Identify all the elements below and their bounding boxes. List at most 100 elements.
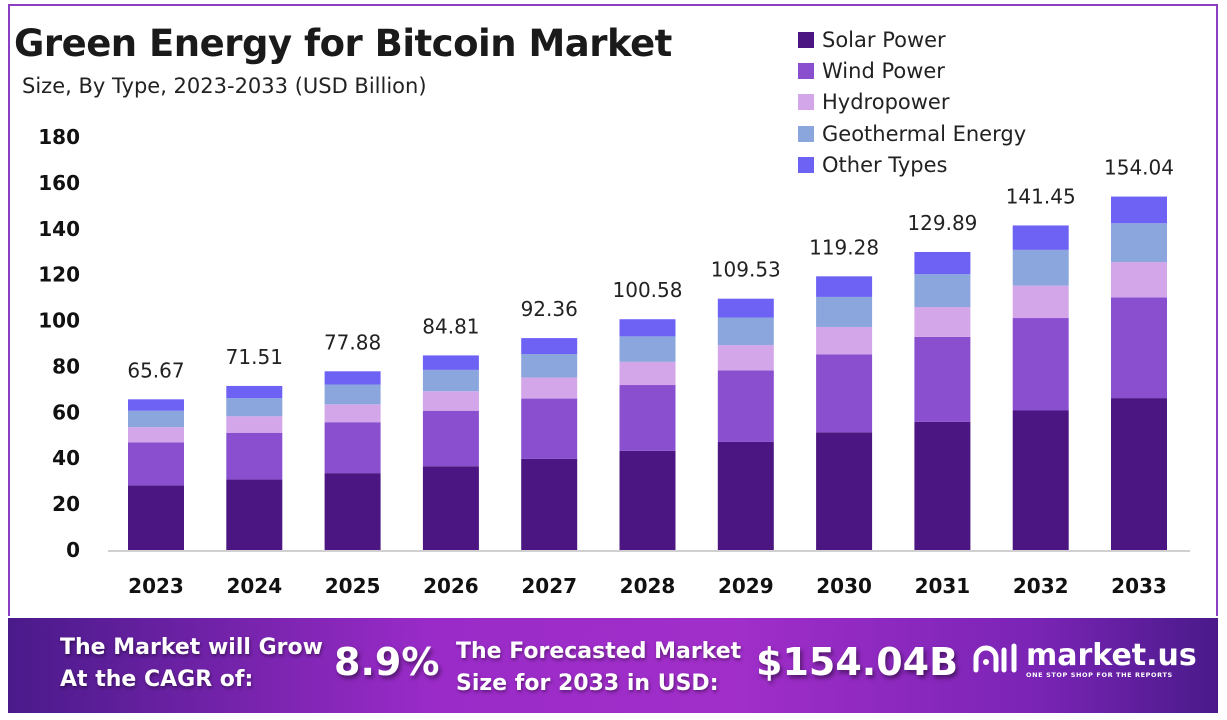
bar-segment: [1012, 249, 1069, 286]
x-tick-label: 2024: [226, 574, 282, 598]
bar-segment: [422, 466, 479, 550]
y-tick-label: 140: [38, 217, 80, 241]
total-label: 141.45: [1006, 184, 1076, 208]
cagr-label-line2: At the CAGR of:: [60, 667, 254, 692]
bar-segment: [324, 404, 381, 423]
forecast-label-line1: The Forecasted Market: [456, 639, 742, 664]
legend-swatch: [798, 62, 814, 79]
bar-segment: [128, 399, 184, 411]
x-tick-label: 2028: [620, 574, 676, 598]
bar-segment: [717, 370, 774, 442]
x-tick-label: 2023: [128, 574, 184, 598]
bar-segment: [1111, 398, 1167, 550]
bar-segment: [816, 354, 873, 433]
legend-item: Geothermal Energy: [798, 118, 1026, 149]
x-tick-label: 2029: [718, 574, 774, 598]
y-tick-label: 20: [52, 492, 80, 516]
legend-label: Solar Power: [822, 27, 946, 52]
bar-segment: [128, 485, 184, 550]
total-label: 84.81: [422, 314, 479, 338]
y-tick-label: 80: [52, 354, 80, 378]
total-label: 154.04: [1104, 156, 1174, 180]
bar-segment: [717, 317, 774, 346]
bar-segment: [226, 385, 283, 399]
bar-segment: [422, 369, 479, 392]
bar-segment: [226, 416, 283, 433]
y-tick-label: 120: [38, 263, 80, 287]
legend-label: Wind Power: [822, 58, 945, 83]
legend-item: Other Types: [798, 149, 1026, 180]
bar-segment: [521, 398, 578, 459]
bar-segment: [914, 274, 971, 308]
total-label: 92.36: [521, 297, 578, 321]
logo-text: market.us: [1026, 638, 1197, 673]
legend-item: Wind Power: [798, 55, 1026, 86]
bar-segment: [226, 479, 283, 550]
bar-segment: [914, 307, 971, 337]
bar-segment: [324, 384, 381, 405]
total-label: 65.67: [127, 358, 184, 382]
chart-frame: [8, 4, 1218, 616]
y-tick-label: 160: [38, 171, 80, 195]
y-tick-label: 100: [38, 309, 80, 333]
bar-segment: [1111, 196, 1167, 224]
forecast-value: $154.04B: [756, 640, 959, 684]
total-label: 77.88: [324, 330, 381, 354]
bar-segment: [128, 442, 184, 486]
legend-item: Solar Power: [798, 24, 1026, 55]
chart-subtitle: Size, By Type, 2023-2033 (USD Billion): [22, 74, 427, 98]
total-label: 129.89: [907, 211, 977, 235]
bar-segment: [1012, 285, 1069, 319]
bar-segment: [422, 391, 479, 411]
total-label: 71.51: [226, 345, 283, 369]
bar-segment: [717, 441, 774, 550]
total-label: 100.58: [613, 278, 683, 302]
bar-segment: [422, 410, 479, 467]
bar-segment: [422, 355, 479, 370]
total-label: 119.28: [809, 235, 879, 259]
bar-segment: [619, 385, 676, 451]
logo-tagline: ONE STOP SHOP FOR THE REPORTS: [1026, 671, 1173, 679]
bar-segment: [1012, 410, 1069, 550]
x-tick-label: 2031: [915, 574, 971, 598]
bar-segment: [1111, 223, 1167, 263]
cagr-label: The Market will Grow At the CAGR of:: [60, 632, 323, 696]
legend-swatch: [798, 31, 814, 48]
legend-swatch: [798, 156, 814, 173]
logo-icon: [973, 643, 1017, 673]
bar-segment: [521, 338, 578, 355]
x-tick-label: 2027: [521, 574, 577, 598]
x-tick-label: 2032: [1013, 574, 1069, 598]
bar-segment: [619, 450, 676, 550]
bar-segment: [1111, 262, 1167, 298]
bar-segment: [1012, 225, 1069, 250]
x-tick-label: 2033: [1111, 574, 1167, 598]
cagr-label-line1: The Market will Grow: [60, 635, 323, 660]
y-tick-label: 40: [52, 446, 80, 470]
bar-segment: [521, 354, 578, 378]
bar-segment: [521, 377, 578, 399]
legend-item: Hydropower: [798, 87, 1026, 118]
bar-segment: [914, 421, 971, 550]
market-us-logo: market.us ONE STOP SHOP FOR THE REPORTS: [970, 640, 1197, 680]
bar-segment: [324, 371, 381, 385]
bar-segment: [914, 251, 971, 275]
y-tick-label: 60: [52, 400, 80, 424]
bar-segment: [816, 432, 873, 550]
forecast-label: The Forecasted Market Size for 2033 in U…: [456, 636, 741, 700]
y-tick-label: 180: [38, 125, 80, 149]
legend-label: Geothermal Energy: [822, 121, 1027, 146]
legend-swatch: [798, 94, 814, 111]
chart-title: Green Energy for Bitcoin Market: [14, 22, 672, 65]
forecast-label-line2: Size for 2033 in USD:: [456, 671, 719, 696]
bar-segment: [226, 398, 283, 417]
legend-swatch: [798, 125, 814, 142]
bar-segment: [324, 422, 381, 474]
bar-segment: [324, 473, 381, 550]
bar-segment: [521, 458, 578, 550]
bar-segment: [619, 319, 676, 337]
bar-segment: [816, 276, 873, 297]
bar-segment: [717, 345, 774, 371]
bar-segment: [1111, 297, 1167, 399]
legend-label: Other Types: [822, 152, 948, 177]
